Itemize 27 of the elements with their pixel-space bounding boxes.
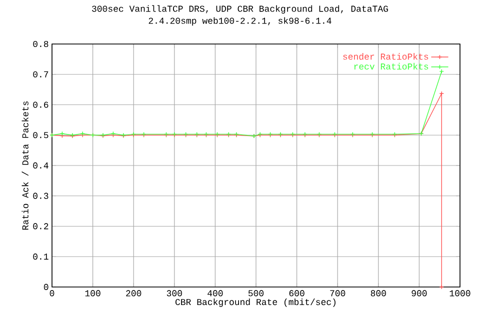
- y-tick-label: 0.1: [33, 254, 48, 260]
- x-tick-label: 800: [370, 290, 386, 296]
- y-axis-title: Ratio Ack / Data Packets: [22, 101, 28, 230]
- x-tick-label: 0: [50, 290, 54, 296]
- y-tick-label: 0.5: [33, 132, 48, 138]
- y-tick-label: 0.4: [33, 162, 48, 169]
- y-tick-label: 0.6: [33, 102, 48, 108]
- x-axis-title: CBR Background Rate (mbit/sec): [175, 298, 336, 307]
- x-tick-label: 200: [126, 290, 142, 296]
- x-tick-label: 300: [166, 290, 182, 296]
- y-tick-label: 0.3: [33, 192, 48, 199]
- y-tick-label: 0.7: [33, 71, 48, 78]
- x-tick-label: 1000: [450, 290, 470, 296]
- x-tick-label: 400: [208, 290, 223, 296]
- y-tick-label: 0.8: [33, 40, 48, 48]
- x-tick-label: 500: [248, 290, 264, 296]
- chart-subtitle: 2.4.20smp web100-2.2.1, sk98-6.1.4: [148, 17, 332, 26]
- y-tick-label: 0.2: [33, 223, 48, 230]
- legend-label: sender RatioPkts: [343, 53, 428, 60]
- x-tick-label: 600: [289, 290, 304, 296]
- legend-label: recv RatioPkts: [354, 62, 428, 70]
- point: [439, 91, 444, 96]
- x-tick-label: 900: [412, 290, 427, 296]
- x-tick-label: 700: [330, 290, 346, 296]
- chart-title: 300sec VanillaTCP DRS, UDP CBR Background Load, DataTAG: [92, 5, 388, 14]
- x-tick-label: 100: [85, 290, 100, 296]
- y-tick-label: 0: [44, 284, 48, 290]
